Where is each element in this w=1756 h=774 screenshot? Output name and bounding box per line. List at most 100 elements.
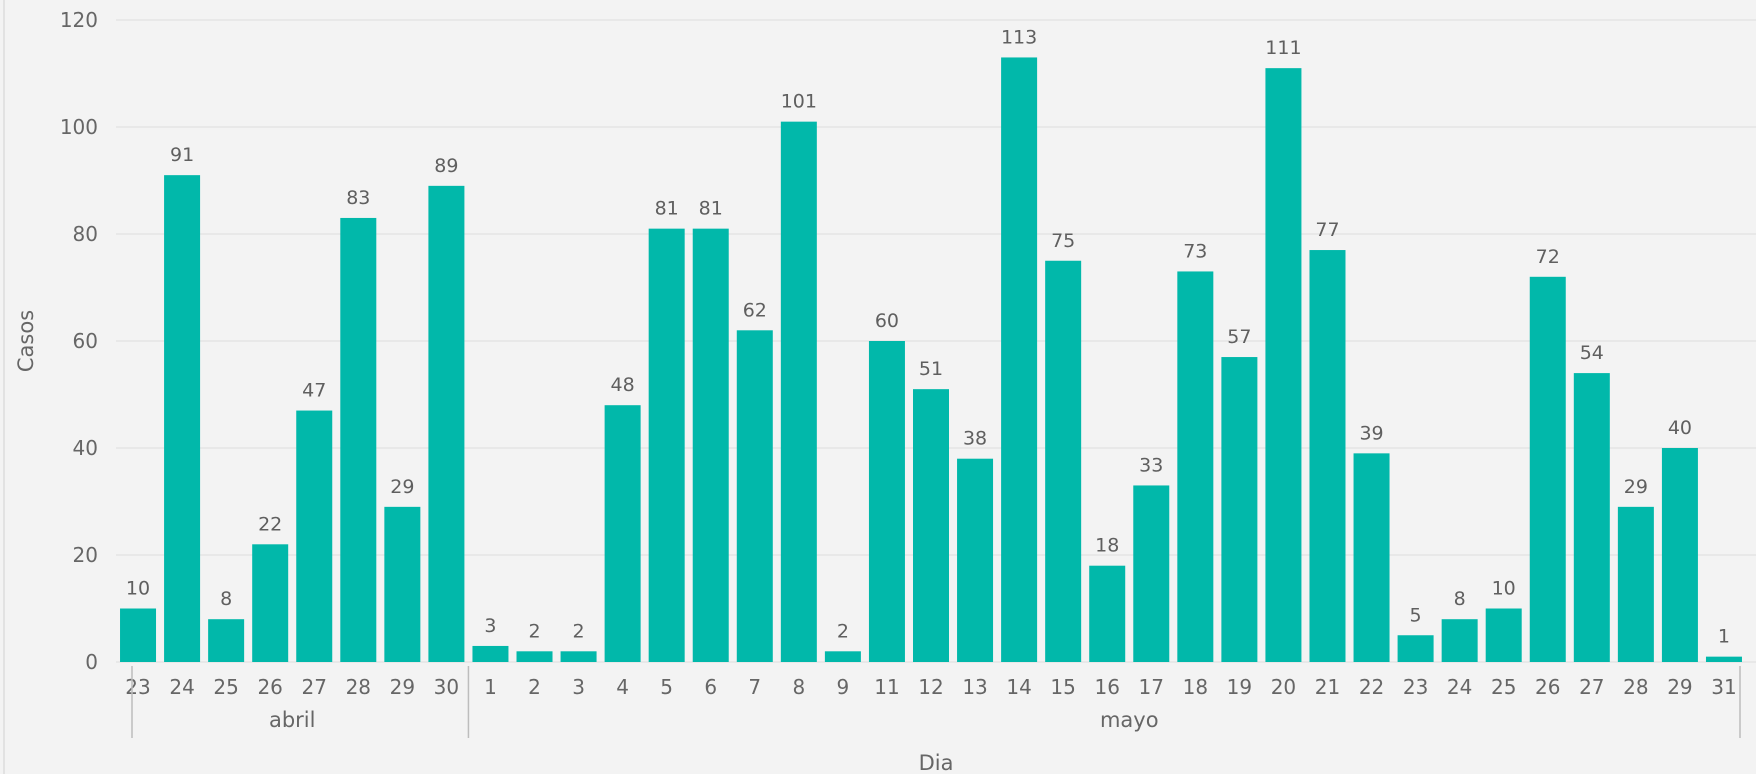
data-label: 22 xyxy=(258,513,282,535)
x-tick-label: 13 xyxy=(962,675,987,699)
x-tick-label: 20 xyxy=(1271,675,1296,699)
bar xyxy=(957,458,994,662)
bar xyxy=(1529,276,1566,662)
bar xyxy=(340,217,377,662)
x-tick-label: 27 xyxy=(1579,675,1604,699)
bar xyxy=(384,506,421,662)
bar xyxy=(913,389,949,662)
data-label: 10 xyxy=(1492,578,1516,600)
bar xyxy=(516,651,553,662)
data-label: 89 xyxy=(434,155,458,177)
data-label: 47 xyxy=(302,380,326,402)
data-label: 81 xyxy=(699,198,723,220)
data-label: 62 xyxy=(743,299,767,321)
data-label: 48 xyxy=(611,374,635,396)
bar xyxy=(1353,453,1390,662)
x-tick-label: 15 xyxy=(1050,675,1075,699)
data-label: 38 xyxy=(963,428,987,450)
data-label: 73 xyxy=(1183,240,1207,262)
y-tick-label: 100 xyxy=(60,115,98,139)
x-tick-label: 28 xyxy=(346,675,371,699)
y-tick-label: 120 xyxy=(60,8,98,32)
x-tick-label: 18 xyxy=(1183,675,1208,699)
data-label: 2 xyxy=(528,620,540,642)
data-label: 113 xyxy=(1001,26,1037,48)
bar xyxy=(1441,619,1478,662)
x-tick-label: 8 xyxy=(792,675,805,699)
bar xyxy=(252,544,289,662)
x-tick-label: 24 xyxy=(169,675,194,699)
x-tick-label: 26 xyxy=(257,675,282,699)
y-tick-label: 80 xyxy=(73,222,98,246)
data-label: 33 xyxy=(1139,454,1163,476)
bar xyxy=(1177,271,1214,662)
x-tick-label: 6 xyxy=(704,675,717,699)
x-tick-label: 12 xyxy=(918,675,943,699)
bar xyxy=(1265,68,1302,662)
data-label: 2 xyxy=(573,620,585,642)
y-axis-title: Casos xyxy=(14,310,38,372)
x-tick-label: 26 xyxy=(1535,675,1560,699)
data-label: 111 xyxy=(1265,37,1301,59)
data-label: 75 xyxy=(1051,230,1075,252)
bar xyxy=(1485,608,1522,662)
bar xyxy=(1001,57,1038,662)
bar xyxy=(1617,506,1654,662)
data-label: 40 xyxy=(1668,417,1692,439)
x-axis-groups: abril mayo xyxy=(131,666,1741,738)
x-tick-label: 11 xyxy=(874,675,899,699)
bar xyxy=(164,175,201,662)
data-label: 72 xyxy=(1536,246,1560,268)
x-tick-label: 25 xyxy=(213,675,238,699)
y-tick-label: 20 xyxy=(73,543,98,567)
data-label: 18 xyxy=(1095,535,1119,557)
y-tick-label: 0 xyxy=(85,650,98,674)
data-label: 8 xyxy=(220,588,232,610)
bar xyxy=(1397,635,1434,662)
x-tick-label: 21 xyxy=(1315,675,1340,699)
x-tick-label: 19 xyxy=(1227,675,1252,699)
y-axis-ticks: 0 20 40 60 80 100 120 xyxy=(60,8,98,674)
data-label: 10 xyxy=(126,578,150,600)
x-tick-label: 3 xyxy=(572,675,585,699)
data-label: 51 xyxy=(919,358,943,380)
data-label: 83 xyxy=(346,187,370,209)
bar xyxy=(1133,485,1170,662)
data-label: 3 xyxy=(484,615,496,637)
bar xyxy=(1221,357,1258,662)
bar xyxy=(1661,448,1698,662)
bar xyxy=(296,410,333,662)
data-label: 29 xyxy=(390,476,414,498)
x-tick-label: 22 xyxy=(1359,675,1384,699)
group-label: mayo xyxy=(1100,708,1159,732)
x-tick-label: 4 xyxy=(616,675,629,699)
bar xyxy=(604,405,641,662)
bar xyxy=(736,330,773,662)
bar xyxy=(472,645,509,662)
bar xyxy=(208,619,245,662)
y-tick-label: 60 xyxy=(73,329,98,353)
x-tick-label: 29 xyxy=(1667,675,1692,699)
bar xyxy=(1573,373,1610,662)
x-axis-title: Dia xyxy=(919,751,954,774)
bar xyxy=(428,185,465,662)
bar xyxy=(780,121,817,662)
y-tick-label: 40 xyxy=(73,436,98,460)
bar xyxy=(824,651,861,662)
data-label: 91 xyxy=(170,144,194,166)
x-tick-label: 30 xyxy=(434,675,459,699)
data-label: 5 xyxy=(1410,604,1422,626)
x-tick-label: 29 xyxy=(390,675,415,699)
bar xyxy=(692,228,729,662)
x-tick-label: 17 xyxy=(1139,675,1164,699)
x-axis-ticks: 23 24 25 26 27 28 29 30 1 2 3 4 5 6 7 8 9 11 12 13 14 15 16 17 1… xyxy=(125,675,1736,699)
bar xyxy=(1045,260,1082,662)
x-tick-label: 1 xyxy=(484,675,497,699)
x-tick-label: 5 xyxy=(660,675,673,699)
data-label: 54 xyxy=(1580,342,1604,364)
bar xyxy=(1089,565,1126,662)
bar xyxy=(1705,656,1742,662)
x-tick-label: 7 xyxy=(748,675,761,699)
